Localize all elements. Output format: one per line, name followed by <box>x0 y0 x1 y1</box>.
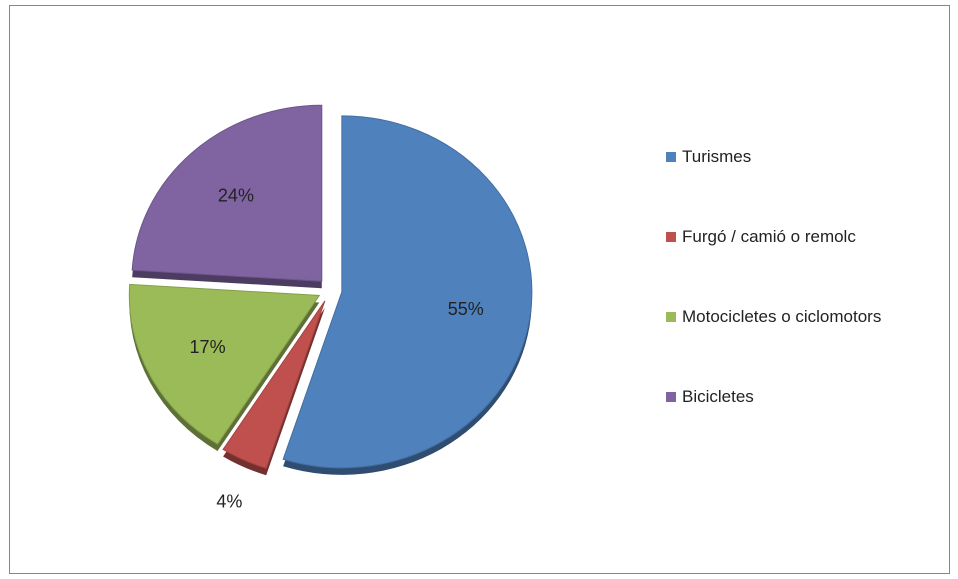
data-label: 4% <box>216 492 242 512</box>
legend-label: Motocicletes o ciclomotors <box>682 307 882 326</box>
legend-item: Motocicletes o ciclomotors <box>666 306 897 328</box>
data-label: 17% <box>190 337 226 357</box>
slice <box>128 283 321 445</box>
legend-item: Furgó / camió o remolc <box>666 226 897 248</box>
legend-swatch <box>666 392 676 402</box>
legend-item: Bicicletes <box>666 386 897 408</box>
slice <box>222 300 326 469</box>
legend-swatch <box>666 312 676 322</box>
data-label: 24% <box>218 185 254 205</box>
slice <box>282 115 533 469</box>
chart-frame <box>9 5 950 574</box>
legend-label: Furgó / camió o remolc <box>682 227 856 246</box>
legend-label: Bicicletes <box>682 387 754 406</box>
data-label: 55% <box>448 299 484 319</box>
legend-item: Turismes <box>666 146 897 168</box>
slice <box>131 104 323 282</box>
legend-label: Turismes <box>682 147 752 166</box>
legend-swatch <box>666 232 676 242</box>
legend-swatch <box>666 152 676 162</box>
